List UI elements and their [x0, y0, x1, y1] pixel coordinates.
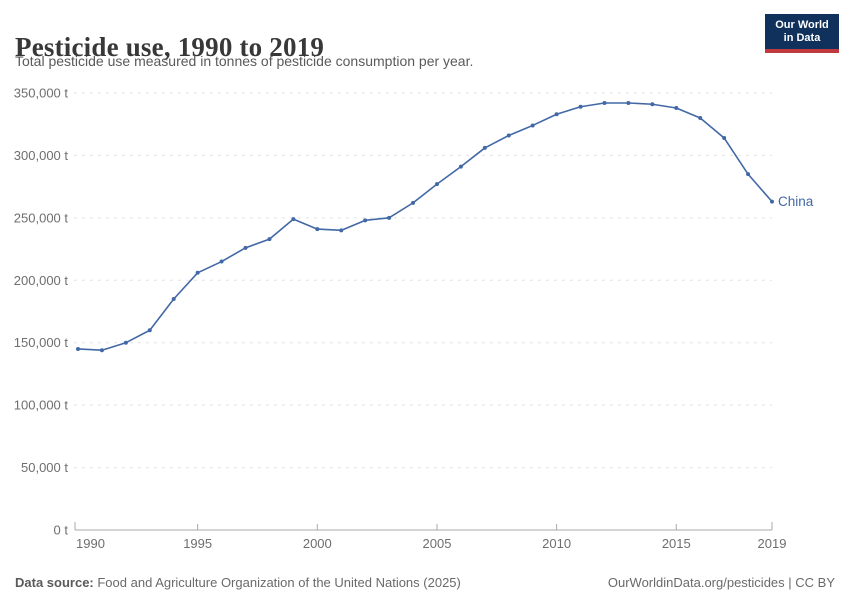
x-axis-tick-label: 2005	[423, 536, 452, 551]
x-axis-tick-label: 1990	[76, 536, 105, 551]
china-data-point[interactable]	[76, 346, 80, 351]
china-line[interactable]	[77, 102, 773, 352]
owid-logo-box: Our World in Data	[765, 14, 839, 49]
y-axis-tick-label: 300,000 t	[14, 148, 69, 163]
owid-logo-line2: in Data	[783, 32, 821, 44]
x-axis-tick-label: 2015	[662, 536, 691, 551]
china-data-point[interactable]	[243, 245, 248, 250]
credit-link[interactable]: OurWorldinData.org/pesticides | CC BY	[607, 575, 835, 590]
series-end-label[interactable]: China	[778, 194, 814, 209]
china-data-point[interactable]	[698, 115, 703, 120]
y-axis-tick-label: 350,000 t	[14, 86, 69, 101]
china-data-point[interactable]	[315, 227, 320, 232]
china-data-point[interactable]	[147, 328, 152, 333]
y-axis-tick-label: 50,000 t	[21, 460, 68, 475]
china-data-point[interactable]	[506, 133, 511, 138]
china-data-point[interactable]	[674, 105, 679, 110]
china-data-point[interactable]	[411, 200, 416, 205]
data-source-label: Data source:	[15, 575, 94, 590]
y-axis-tick-label: 0 t	[54, 523, 69, 538]
china-data-point[interactable]	[387, 215, 392, 220]
y-axis-tick-label: 200,000 t	[14, 273, 69, 288]
x-axis-tick-label: 2019	[758, 536, 787, 551]
china-data-point[interactable]	[363, 218, 368, 223]
china-data-point[interactable]	[602, 100, 607, 105]
china-data-point[interactable]	[530, 123, 535, 128]
data-source-text: Food and Agriculture Organization of the…	[93, 575, 461, 590]
x-axis-tick-label: 2010	[542, 536, 571, 551]
china-data-point[interactable]	[434, 182, 439, 187]
owid-logo-line1: Our World	[775, 19, 829, 31]
data-source-note: Data source: Food and Agriculture Organi…	[15, 575, 461, 590]
china-data-point[interactable]	[219, 259, 224, 264]
y-axis-tick-label: 250,000 t	[14, 210, 69, 225]
china-data-point[interactable]	[770, 199, 774, 204]
x-axis-tick-label: 2000	[303, 536, 332, 551]
y-axis-tick-label: 150,000 t	[14, 335, 69, 350]
china-data-point[interactable]	[650, 102, 655, 107]
owid-logo-accent-bar	[765, 49, 839, 53]
china-data-point[interactable]	[482, 145, 487, 150]
china-data-point[interactable]	[291, 217, 296, 222]
owid-logo[interactable]: Our World in Data	[765, 14, 839, 53]
china-data-point[interactable]	[722, 135, 727, 140]
china-data-point[interactable]	[267, 237, 272, 242]
china-data-point[interactable]	[171, 297, 176, 302]
chart-subtitle: Total pesticide use measured in tonnes o…	[15, 53, 474, 69]
y-axis-tick-label: 100,000 t	[14, 398, 69, 413]
china-data-point[interactable]	[99, 348, 104, 353]
china-data-point[interactable]	[626, 100, 631, 105]
china-data-point[interactable]	[195, 270, 200, 275]
china-data-point[interactable]	[123, 340, 128, 345]
x-axis-tick-label: 1995	[183, 536, 212, 551]
chart-title: Pesticide use, 1990 to 2019	[15, 32, 325, 63]
china-data-point[interactable]	[458, 164, 463, 169]
china-data-point[interactable]	[554, 112, 559, 117]
china-data-point[interactable]	[339, 228, 344, 233]
china-data-point[interactable]	[578, 104, 583, 109]
china-data-point[interactable]	[746, 172, 751, 177]
chart-footer: Data source: Food and Agriculture Organi…	[0, 575, 850, 590]
